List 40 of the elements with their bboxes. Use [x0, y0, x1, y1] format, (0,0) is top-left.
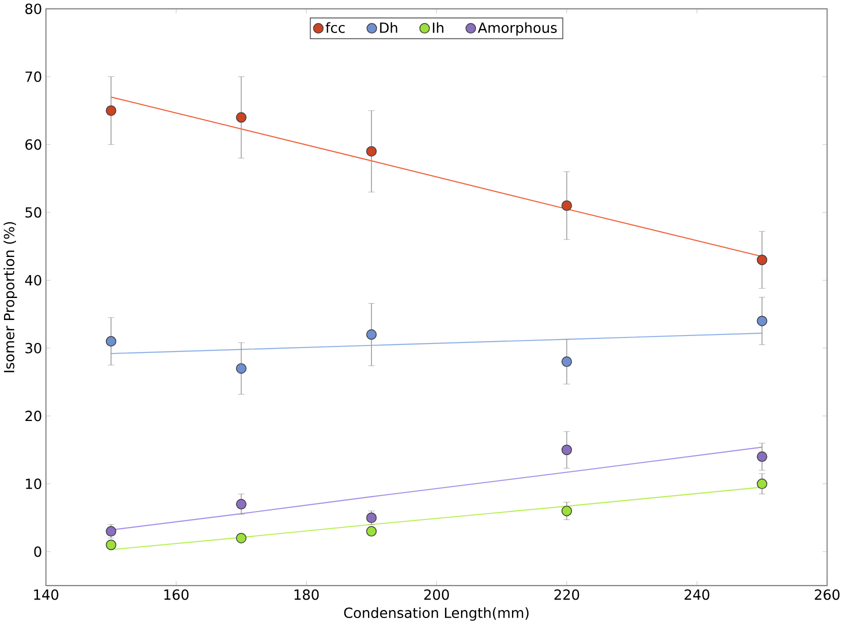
point [106, 105, 116, 116]
y-tick-label: 70 [26, 71, 42, 82]
point [756, 478, 768, 489]
x-tick-label: 240 [684, 589, 710, 600]
point [366, 329, 377, 340]
x-tick-label: 140 [34, 589, 58, 600]
x-axis-title: Condensation Length(mm) [344, 607, 529, 621]
y-axis-title: Isomer Proportion (%) [4, 222, 18, 372]
y-tick-label: 40 [25, 274, 42, 286]
point [236, 112, 246, 122]
y-tick-label: 20 [25, 410, 42, 422]
y-tick-label: 80 [25, 3, 42, 14]
point [561, 444, 572, 455]
x-tick-label: 160 [164, 589, 189, 600]
legend-label: Ih [432, 22, 444, 33]
y-tick-label: 50 [26, 206, 42, 218]
line-series [110, 332, 763, 354]
legend-label: Amorphous [478, 22, 557, 36]
point [236, 363, 246, 374]
y-tick-label: 60 [25, 139, 42, 150]
point [561, 506, 572, 516]
point [106, 336, 116, 346]
point [236, 498, 246, 510]
point [366, 146, 377, 156]
y-tick-label: 10 [26, 478, 42, 489]
point [236, 532, 246, 544]
point [106, 539, 116, 550]
x-tick-label: 220 [554, 589, 580, 600]
x-tick-label: 200 [424, 589, 449, 600]
legend-label: Dh [380, 22, 398, 33]
x-tick-label: 180 [294, 589, 319, 600]
y-tick-label: 0 [34, 546, 42, 557]
x-tick-label: 260 [814, 589, 840, 600]
point [561, 200, 572, 211]
point [756, 254, 768, 265]
point [756, 316, 768, 326]
y-tick-label: 30 [25, 342, 42, 354]
legend-label: fcc [326, 22, 345, 33]
point [561, 356, 572, 367]
point [756, 451, 768, 462]
